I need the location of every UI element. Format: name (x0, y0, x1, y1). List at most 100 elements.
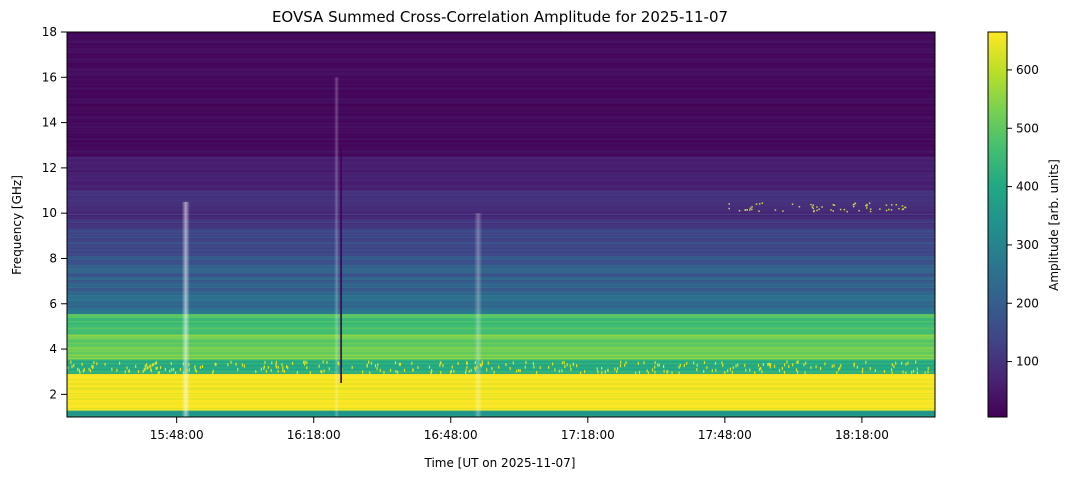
rfi-speckle (128, 369, 130, 373)
frequency-band (67, 335, 935, 338)
frequency-band (67, 219, 935, 222)
frequency-band (67, 166, 935, 169)
rfi-speckle (379, 368, 381, 372)
frequency-band (67, 236, 935, 239)
rfi-speckle (696, 368, 698, 372)
rfi-speckle (212, 371, 214, 375)
rfi-speckle (465, 369, 467, 373)
rfi-speckle (174, 371, 177, 375)
frequency-band (67, 41, 935, 44)
frequency-band (67, 294, 935, 297)
frequency-band (67, 112, 935, 115)
rfi-speckle (320, 369, 322, 373)
rfi-speckle (647, 371, 650, 375)
rfi-speckle (832, 210, 834, 212)
frequency-band (67, 81, 935, 84)
frequency-band (67, 278, 935, 281)
rfi-speckle (686, 361, 688, 365)
rfi-speckle (264, 361, 266, 365)
rfi-speckle (451, 365, 453, 369)
frequency-band (67, 101, 935, 104)
y-tick-label: 16 (42, 70, 57, 84)
frequency-band (67, 244, 935, 247)
rfi-speckle (638, 370, 641, 374)
frequency-band (67, 323, 935, 325)
rfi-speckle (911, 370, 913, 374)
rfi-speckle (377, 363, 379, 367)
frequency-band (67, 343, 935, 346)
rfi-speckle (761, 202, 764, 204)
rfi-speckle (745, 368, 747, 372)
frequency-band (67, 65, 935, 67)
frequency-band (67, 353, 935, 355)
rfi-speckle (832, 203, 835, 206)
rfi-speckle (754, 371, 756, 375)
frequency-band (67, 376, 935, 378)
frequency-band (67, 393, 935, 396)
frequency-band (67, 364, 935, 366)
frequency-band (67, 137, 935, 139)
rfi-speckle (374, 364, 377, 368)
frequency-band (67, 350, 935, 353)
burst-column (181, 201, 190, 417)
rfi-speckle (164, 367, 167, 371)
rfi-speckle (498, 365, 500, 369)
frequency-band (67, 232, 935, 234)
frequency-band (67, 313, 935, 316)
frequency-band (67, 380, 935, 383)
rfi-speckle (778, 368, 781, 372)
frequency-band (67, 47, 935, 50)
frequency-band (67, 172, 935, 175)
rfi-speckle (852, 203, 855, 206)
rfi-speckle (370, 361, 373, 365)
rfi-speckle (263, 365, 265, 369)
frequency-band (67, 338, 935, 340)
frequency-band (67, 328, 935, 331)
rfi-speckle (89, 369, 92, 373)
rfi-speckle (158, 370, 160, 374)
frequency-band (67, 186, 935, 188)
frequency-band (67, 202, 935, 205)
rfi-speckle (516, 369, 518, 373)
frequency-band (67, 407, 935, 410)
rfi-speckle (607, 368, 609, 372)
rfi-speckle (865, 207, 868, 209)
rfi-speckle (171, 368, 173, 372)
frequency-band (67, 131, 935, 134)
rfi-speckle (318, 364, 320, 368)
frequency-band (67, 215, 935, 218)
rfi-speckle (417, 366, 419, 370)
frequency-band (67, 195, 935, 198)
rfi-speckle (539, 366, 541, 370)
x-tick-label: 17:48:00 (698, 428, 752, 442)
rfi-speckle (88, 367, 90, 371)
rfi-speckle (338, 362, 340, 366)
frequency-band (67, 54, 935, 56)
rfi-speckle (901, 208, 904, 211)
frequency-band (67, 414, 935, 417)
rfi-speckle (866, 203, 868, 206)
frequency-band (67, 252, 935, 255)
rfi-speckle (596, 367, 598, 371)
rfi-speckle (466, 361, 468, 365)
rfi-speckle (890, 204, 893, 206)
rfi-speckle (170, 362, 172, 366)
rfi-speckle (398, 362, 401, 366)
frequency-bands (67, 32, 935, 417)
rfi-speckle (853, 362, 855, 366)
frequency-band (67, 281, 935, 283)
frequency-band (67, 282, 935, 285)
frequency-band (67, 75, 935, 78)
frequency-band (67, 123, 935, 126)
frequency-band (67, 373, 935, 376)
frequency-band (67, 50, 935, 52)
rfi-speckle (738, 209, 741, 212)
rfi-speckle (137, 370, 140, 374)
frequency-band (67, 175, 935, 177)
rfi-speckle (703, 369, 705, 373)
frequency-band (67, 33, 935, 36)
rfi-speckle (724, 370, 726, 374)
rfi-speckle (474, 361, 476, 365)
frequency-band (67, 124, 935, 127)
x-tick-label: 16:48:00 (424, 428, 478, 442)
